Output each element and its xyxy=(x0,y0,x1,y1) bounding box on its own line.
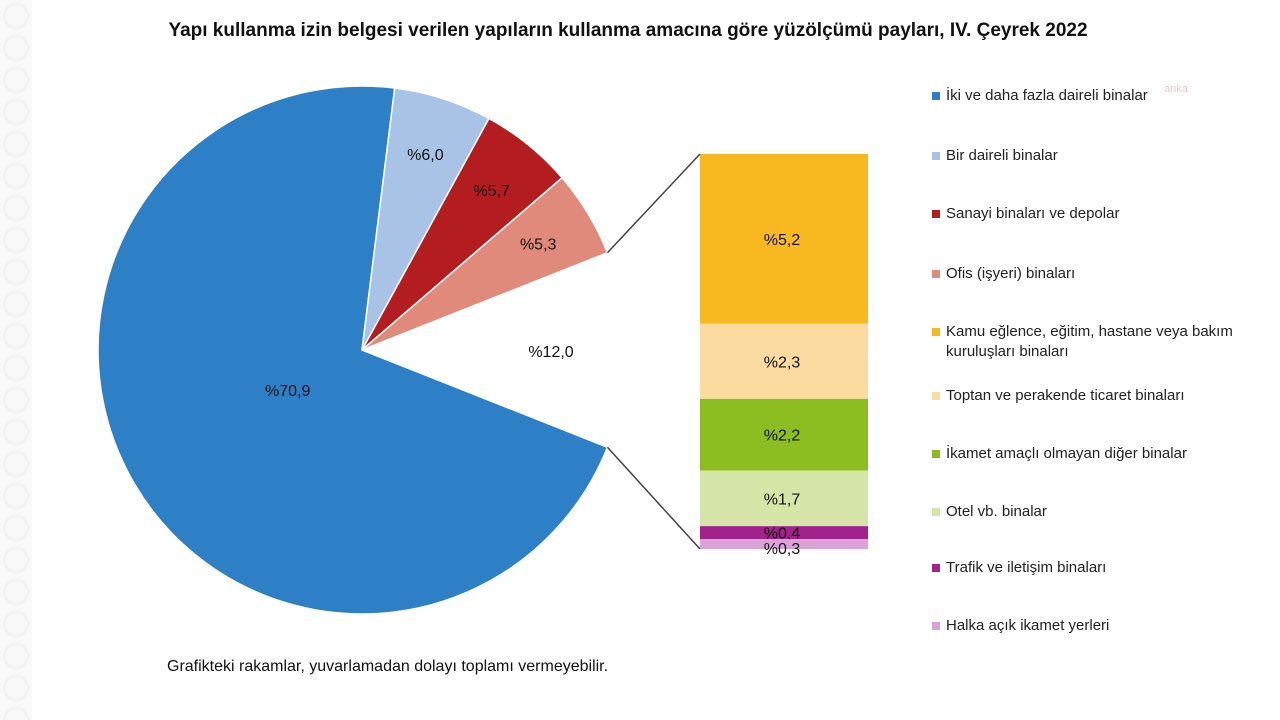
bar-segment xyxy=(700,154,868,324)
legend-swatch xyxy=(932,392,940,400)
legend-label: Ofis (işyeri) binaları xyxy=(946,265,1076,282)
legend-label: İkamet amaçlı olmayan diğer binalar xyxy=(946,445,1187,462)
chart-title: Yapı kullanma izin belgesi verilen yapıl… xyxy=(168,20,1088,41)
footnote: Grafikteki rakamlar, yuvarlamadan dolayı… xyxy=(167,658,609,675)
legend-label: Otel vb. binalar xyxy=(946,503,1047,520)
legend-swatch xyxy=(932,270,940,278)
legend-item: Sanayi binaları ve depolar xyxy=(932,204,1119,224)
legend-label: Toptan ve perakende ticaret binaları xyxy=(946,387,1185,404)
pie-slice xyxy=(97,85,609,615)
legend-label: Halka açık ikamet yerleri xyxy=(946,617,1110,634)
legend-item: Otel vb. binalar xyxy=(932,502,1047,522)
legend-label: Bir daireli binalar xyxy=(946,147,1058,164)
bar-segment xyxy=(700,539,868,549)
pie-slice-label: %70,9 xyxy=(265,383,310,400)
bar-segment-label: %2,3 xyxy=(764,354,801,371)
legend-item: Trafik ve iletişim binaları xyxy=(932,558,1106,578)
bar-segment xyxy=(700,398,868,471)
bar-segment xyxy=(700,526,868,540)
bar-segment-label: %1,7 xyxy=(764,491,801,508)
legend-item: Halka açık ikamet yerleri xyxy=(932,616,1109,636)
legend-swatch xyxy=(932,622,940,630)
connector-line-bottom xyxy=(606,446,701,550)
legend-item: İki ve daha fazla daireli binalar xyxy=(932,86,1148,106)
bar-segment-label: %0,3 xyxy=(764,541,801,558)
watermark: anka xyxy=(1164,83,1188,95)
bar-segment xyxy=(700,323,868,399)
bar-segment-label: %0,4 xyxy=(764,526,801,543)
legend-label: Kamu eğlence, eğitim, hastane veya bakım… xyxy=(946,323,1233,360)
legend-swatch xyxy=(932,328,940,336)
legend-swatch xyxy=(932,450,940,458)
legend-label: Trafik ve iletişim binaları xyxy=(946,559,1107,576)
bar-segment xyxy=(700,470,868,527)
legend-item: Bir daireli binalar xyxy=(932,146,1058,166)
connector-line-top xyxy=(606,153,701,254)
pie-slice-label: %5,7 xyxy=(473,183,510,200)
legend-item: Toptan ve perakende ticaret binaları xyxy=(932,386,1184,406)
legend-label: Sanayi binaları ve depolar xyxy=(946,205,1120,222)
bar-segment-label: %5,2 xyxy=(764,232,801,249)
pie-slice-label: %5,3 xyxy=(520,236,557,253)
other-slice-label: %12,0 xyxy=(528,344,573,361)
legend-swatch xyxy=(932,92,940,100)
legend-item: Kamu eğlence, eğitim, hastane veya bakım… xyxy=(932,322,1262,362)
pie-slice-label: %6,0 xyxy=(407,147,444,164)
legend-swatch xyxy=(932,564,940,572)
legend-label: İki ve daha fazla daireli binalar xyxy=(946,87,1148,104)
legend-swatch xyxy=(932,210,940,218)
side-decorative-pattern xyxy=(0,0,32,720)
legend-item: İkamet amaçlı olmayan diğer binalar xyxy=(932,444,1187,464)
legend-swatch xyxy=(932,508,940,516)
bar-segment-label: %2,2 xyxy=(764,428,801,445)
legend-item: Ofis (işyeri) binaları xyxy=(932,264,1075,284)
legend-swatch xyxy=(932,152,940,160)
